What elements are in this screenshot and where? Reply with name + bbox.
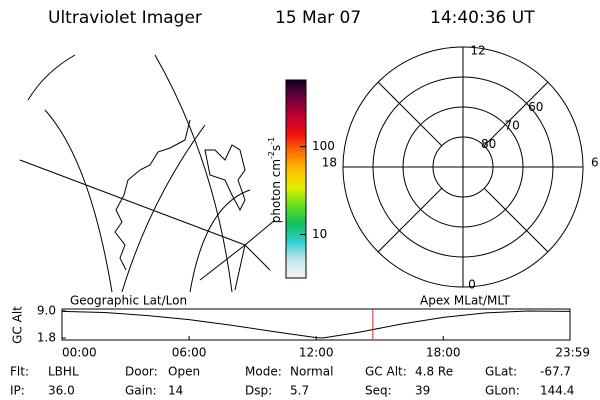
colorbar-label: photon cm-2s-1 [267, 137, 283, 224]
geographic-map [19, 54, 276, 293]
field-label: Flt: [10, 365, 29, 379]
map-arc [27, 54, 76, 101]
field-value: 39 [415, 384, 430, 398]
colorbar [285, 79, 307, 279]
field-value: -67.7 [540, 365, 571, 379]
map-line [234, 244, 246, 291]
orbit-plot: Geographic Lat/Lon Apex MLat/MLT GC Alt 9.0… [11, 294, 591, 360]
plot-title-right: Apex MLat/MLT [420, 294, 510, 308]
field-label: Seq: [365, 384, 392, 398]
label-exp: -1 [267, 137, 276, 145]
polar-spoke [483, 81, 549, 147]
mlt-label: 12 [470, 44, 485, 58]
colorbar-tick-label: 10 [312, 227, 327, 241]
map-line [199, 244, 246, 281]
label-exp: -2 [267, 151, 276, 159]
polar-spoke [377, 81, 443, 147]
map-line [19, 159, 246, 246]
coastline [114, 119, 246, 271]
field-value: LBHL [48, 365, 79, 379]
date: 15 Mar 07 [275, 8, 361, 28]
map-arc [121, 124, 206, 293]
map-line [244, 219, 276, 246]
field-value: Normal [290, 365, 333, 379]
field-value: 36.0 [48, 384, 75, 398]
field-value: 4.8 Re [415, 365, 453, 379]
field-value: 5.7 [290, 384, 309, 398]
y-tick-label: 9.0 [37, 304, 56, 318]
map-arc [154, 54, 233, 293]
field-value: 144.4 [540, 384, 574, 398]
map-arc [44, 109, 113, 293]
time: 14:40:36 UT [430, 8, 535, 28]
field-label: GC Alt: [365, 365, 407, 379]
label-part: photon cm [269, 159, 283, 223]
x-tick-label: 18:00 [426, 346, 461, 360]
x-tick-label: 00:00 [62, 346, 97, 360]
x-tick-label: 06:00 [172, 346, 207, 360]
field-label: Dsp: [245, 384, 272, 398]
status-footer: Flt: LBHL IP: 36.0 Door: Open Gain: 14 Mode: Norm… [10, 365, 574, 398]
polar-spoke [377, 187, 443, 253]
plot-title-left: Geographic Lat/Lon [70, 294, 187, 308]
x-tick-label: 23:59 [555, 346, 590, 360]
mlt-label: 0 [468, 278, 476, 292]
field-label: GLon: [485, 384, 520, 398]
lat-label: 70 [505, 118, 520, 132]
plot-frame [61, 308, 571, 341]
field-label: Door: [125, 365, 158, 379]
gc-alt-line [61, 310, 571, 339]
map-line [244, 244, 271, 271]
field-label: IP: [10, 384, 25, 398]
field-label: Gain: [125, 384, 157, 398]
mlt-label: 6 [591, 156, 599, 170]
colorbar-tick-label: 100 [312, 139, 335, 153]
map-arc [189, 189, 251, 293]
polar-spoke [483, 187, 549, 253]
x-tick-label: 12:00 [299, 346, 334, 360]
mlt-label: 18 [322, 156, 337, 170]
field-value: Open [168, 365, 200, 379]
y-tick-label: 1.8 [37, 331, 56, 345]
lat-label: 60 [528, 100, 543, 114]
label-part: s [269, 145, 283, 151]
field-label: GLat: [485, 365, 517, 379]
title: Ultraviolet Imager [48, 8, 202, 28]
field-label: Mode: [245, 365, 282, 379]
lat-label: 80 [481, 137, 496, 151]
y-axis-label: GC Alt [11, 306, 25, 344]
field-value: 14 [168, 384, 183, 398]
